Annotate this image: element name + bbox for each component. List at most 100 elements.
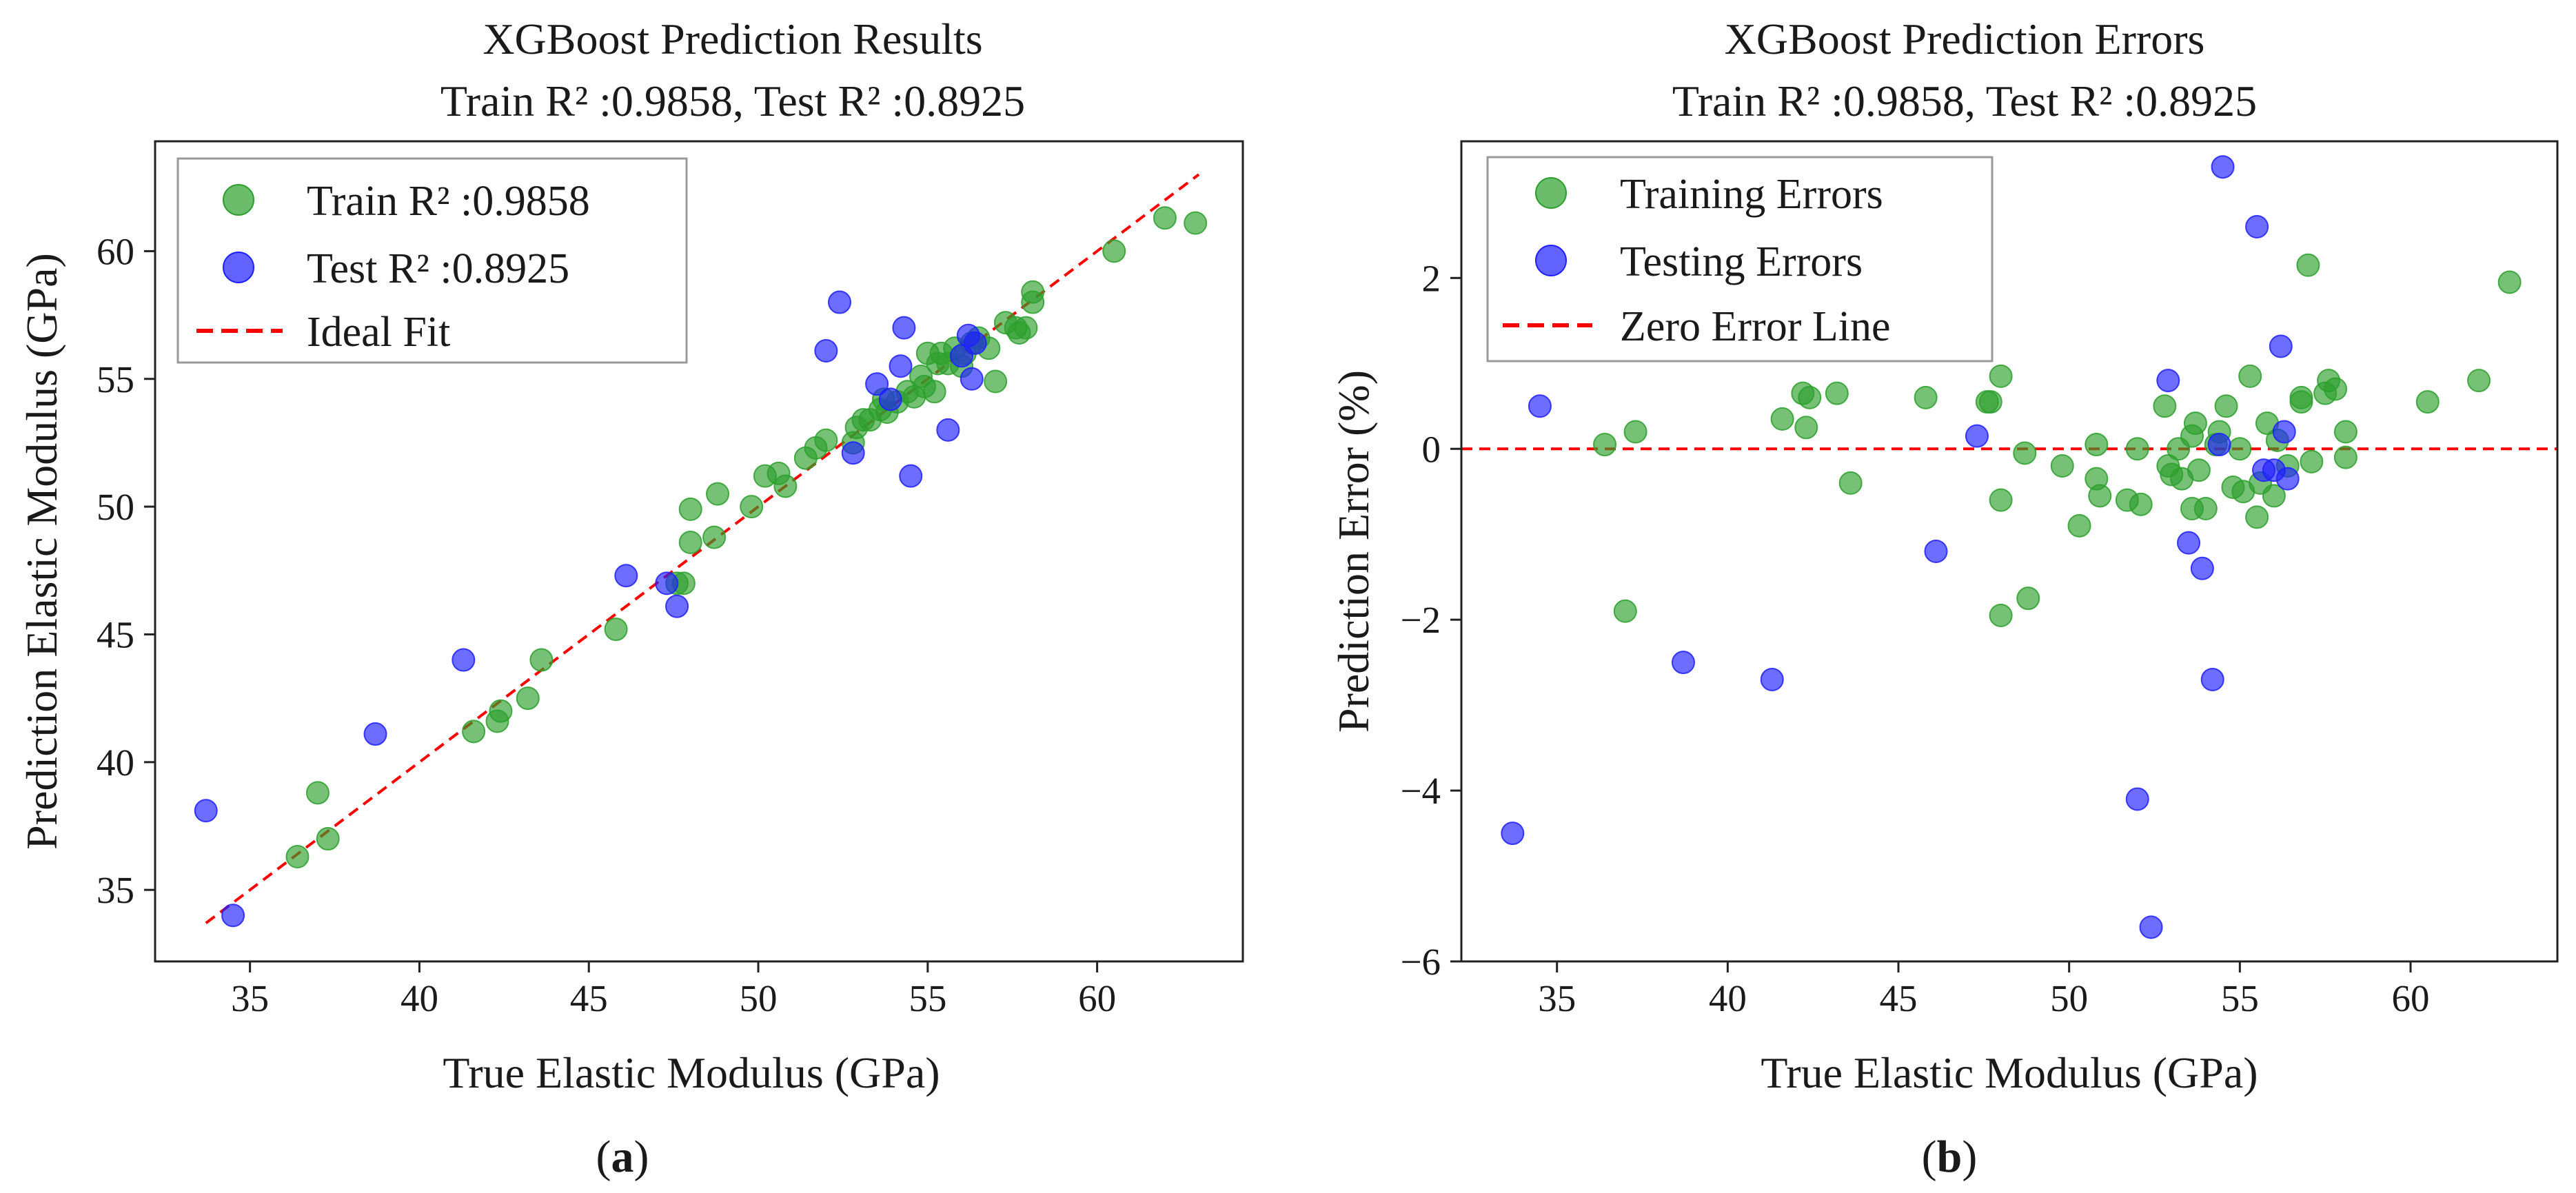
legend-test-marker [223,252,254,283]
y-tick-label: 40 [97,742,134,784]
x-tick-label: 60 [1078,977,1116,1019]
train-point [2067,513,2091,538]
train-point [2013,441,2037,465]
train-point [1770,407,1794,431]
train-point [1798,385,1822,409]
train-point [2050,454,2074,478]
panel-b-prediction-errors: XGBoost Prediction Errors Train R² :0.98… [1329,14,2559,1182]
test-point [2190,556,2214,580]
test-point [1528,394,1552,418]
test-point [614,564,638,588]
train-point [2088,484,2112,508]
train-point [1914,385,1938,409]
test-point [665,594,689,618]
test-point [194,799,218,823]
test-point [2269,334,2293,358]
train-point [1593,433,1617,457]
panel-b-caption: (b) [1922,1132,1978,1182]
test-point [655,571,679,595]
test-point [2200,667,2224,691]
test-point [1501,822,1525,846]
panel-a-plot-marks [194,173,1208,928]
train-point [1153,206,1177,230]
train-point [2180,424,2204,448]
train-point [604,618,628,642]
train-point [2228,437,2252,461]
x-tick-label: 60 [2392,977,2430,1019]
panel-a-subtitle: Train R² :0.9858, Test R² :0.8925 [440,77,1025,125]
train-point [1623,420,1647,444]
train-point [2129,492,2153,516]
legend-zero-error-label: Zero Error Line [1620,303,1890,350]
test-point [963,331,987,355]
train-point [2125,437,2149,461]
train-point [814,428,838,452]
train-point [1989,364,2013,388]
legend-testing-errors-marker [1535,245,1567,276]
x-tick-label: 55 [2221,977,2259,1019]
panel-b-y-axis-label: Prediction Error (%) [1329,370,1378,733]
train-point [285,845,310,869]
legend-training-errors-label: Training Errors [1620,171,1883,218]
train-point [305,781,329,805]
train-point [678,497,702,521]
y-tick-label: 50 [97,486,134,528]
test-point [2156,369,2180,393]
train-point [2289,390,2313,414]
train-point [2187,458,2211,482]
y-tick-label: 2 [1422,257,1441,299]
test-point [452,648,476,672]
test-point [878,387,902,411]
train-point [678,531,702,555]
x-tick-label: 35 [1538,977,1576,1019]
panel-b-title: XGBoost Prediction Errors [1725,14,2205,63]
panel-b-subtitle: Train R² :0.9858, Test R² :0.8925 [1672,77,2257,125]
panel-b-plot-marks [1461,155,2557,939]
x-tick-label: 40 [400,977,438,1019]
test-point [828,290,852,314]
train-point [740,495,764,519]
y-tick-label: 60 [97,230,134,272]
test-point [2245,214,2269,238]
train-point [516,686,540,711]
train-point [2016,587,2040,611]
test-point [2177,531,2201,555]
panel-a-legend-box [176,157,688,364]
panel-a-caption-open: ( [596,1132,611,1182]
test-point [889,354,913,378]
legend-train-label: Train R² :0.9858 [307,178,590,225]
train-point [462,720,486,744]
panel-b-legend: Training Errors Testing Errors Zero Erro… [1486,156,1994,363]
train-point [702,525,727,549]
train-point [1021,280,1045,304]
train-point [1825,381,1849,405]
panel-b-y-ticks: −6 −4 −2 0 2 [1400,257,1461,983]
y-tick-label: 55 [97,358,134,400]
train-point [2262,484,2286,508]
train-point [2193,497,2218,521]
train-point [2467,369,2491,393]
train-point [984,369,1008,394]
y-tick-label: 0 [1422,428,1441,470]
test-point [936,418,960,442]
train-point [1989,603,2013,627]
legend-test-label: Test R² :0.8925 [307,245,569,292]
train-point [2300,449,2324,473]
test-point [2211,155,2235,179]
test-point [1924,540,1948,563]
train-point [2214,394,2238,418]
panel-b-caption-letter: b [1937,1132,1963,1182]
train-point [489,699,513,723]
x-tick-label: 50 [740,977,778,1019]
train-point [1014,316,1038,340]
train-point [1613,599,1637,623]
train-point [2324,377,2348,401]
train-point [2296,253,2320,277]
test-point [1965,424,1989,448]
y-tick-label: 35 [97,869,134,911]
panel-b-caption-close: ) [1962,1132,1977,1182]
panel-b-caption-open: ( [1922,1132,1937,1182]
legend-testing-errors-label: Testing Errors [1620,238,1863,285]
train-point [2333,445,2357,469]
